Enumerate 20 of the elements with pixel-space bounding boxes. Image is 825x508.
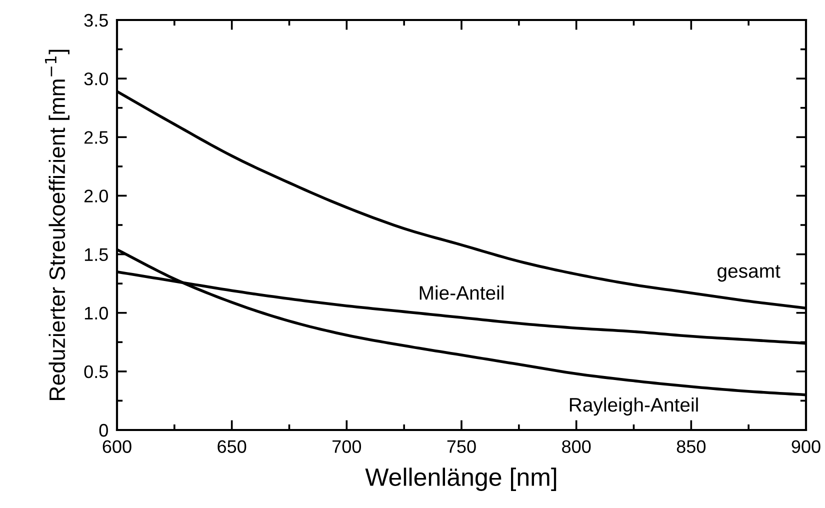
y-axis-title: Reduzierter Streukoeffizient [mm$^{−1}$] — [45, 50, 70, 400]
x-tick-label: 900 — [792, 440, 820, 453]
y-tick-label: 2.5 — [84, 131, 108, 144]
y-tick-label: 1.5 — [84, 248, 108, 262]
x-tick-label: 650 — [218, 440, 246, 453]
y-tick-label: 0 — [99, 424, 108, 437]
y-tick-label: 1.0 — [84, 306, 108, 320]
y-tick-label: 0.5 — [84, 365, 108, 378]
x-tick-label: 750 — [447, 440, 476, 453]
series-label: Mie-Anteil — [420, 286, 504, 300]
x-axis-title: Wellenlänge [nm] — [365, 468, 556, 491]
x-tick-label: 800 — [562, 440, 591, 453]
legend-label: gesamt — [718, 265, 780, 282]
x-tick-label: 850 — [676, 440, 706, 453]
x-tick-label: 700 — [332, 440, 362, 453]
y-tick-label: 2.0 — [84, 190, 108, 202]
y-tick-label: 3.0 — [84, 72, 108, 86]
series-label: Rayleigh-Anteil — [570, 397, 698, 416]
x-tick-label: 600 — [102, 440, 132, 453]
y-tick-label: 3.5 — [84, 14, 108, 27]
